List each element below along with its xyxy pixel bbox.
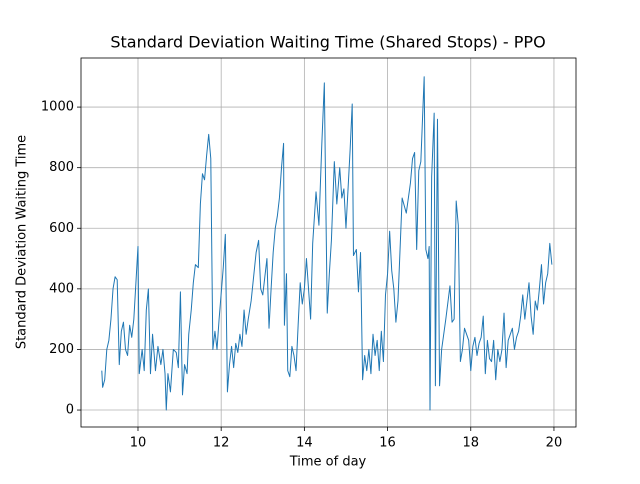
chart-title: Standard Deviation Waiting Time (Shared … xyxy=(110,33,545,52)
y-tick-label: 200 xyxy=(49,342,74,357)
y-tick-label: 400 xyxy=(49,281,74,296)
x-tick-label: 12 xyxy=(213,436,230,451)
y-tick-label: 0 xyxy=(66,403,74,418)
axes-frame xyxy=(80,57,577,428)
y-tick-label: 600 xyxy=(49,221,74,236)
y-tick-label: 800 xyxy=(49,160,74,175)
x-tick-label: 18 xyxy=(462,436,479,451)
x-tick-label: 16 xyxy=(379,436,396,451)
x-tick-label: 20 xyxy=(546,436,563,451)
line xyxy=(101,76,553,411)
x-tick-label: 10 xyxy=(130,436,147,451)
y-tick-label: 1000 xyxy=(41,100,74,115)
y-axis-label: Standard Deviation Waiting Time xyxy=(15,135,30,349)
x-tick-label: 14 xyxy=(296,436,313,451)
x-axis-label: Time of day xyxy=(289,455,367,470)
